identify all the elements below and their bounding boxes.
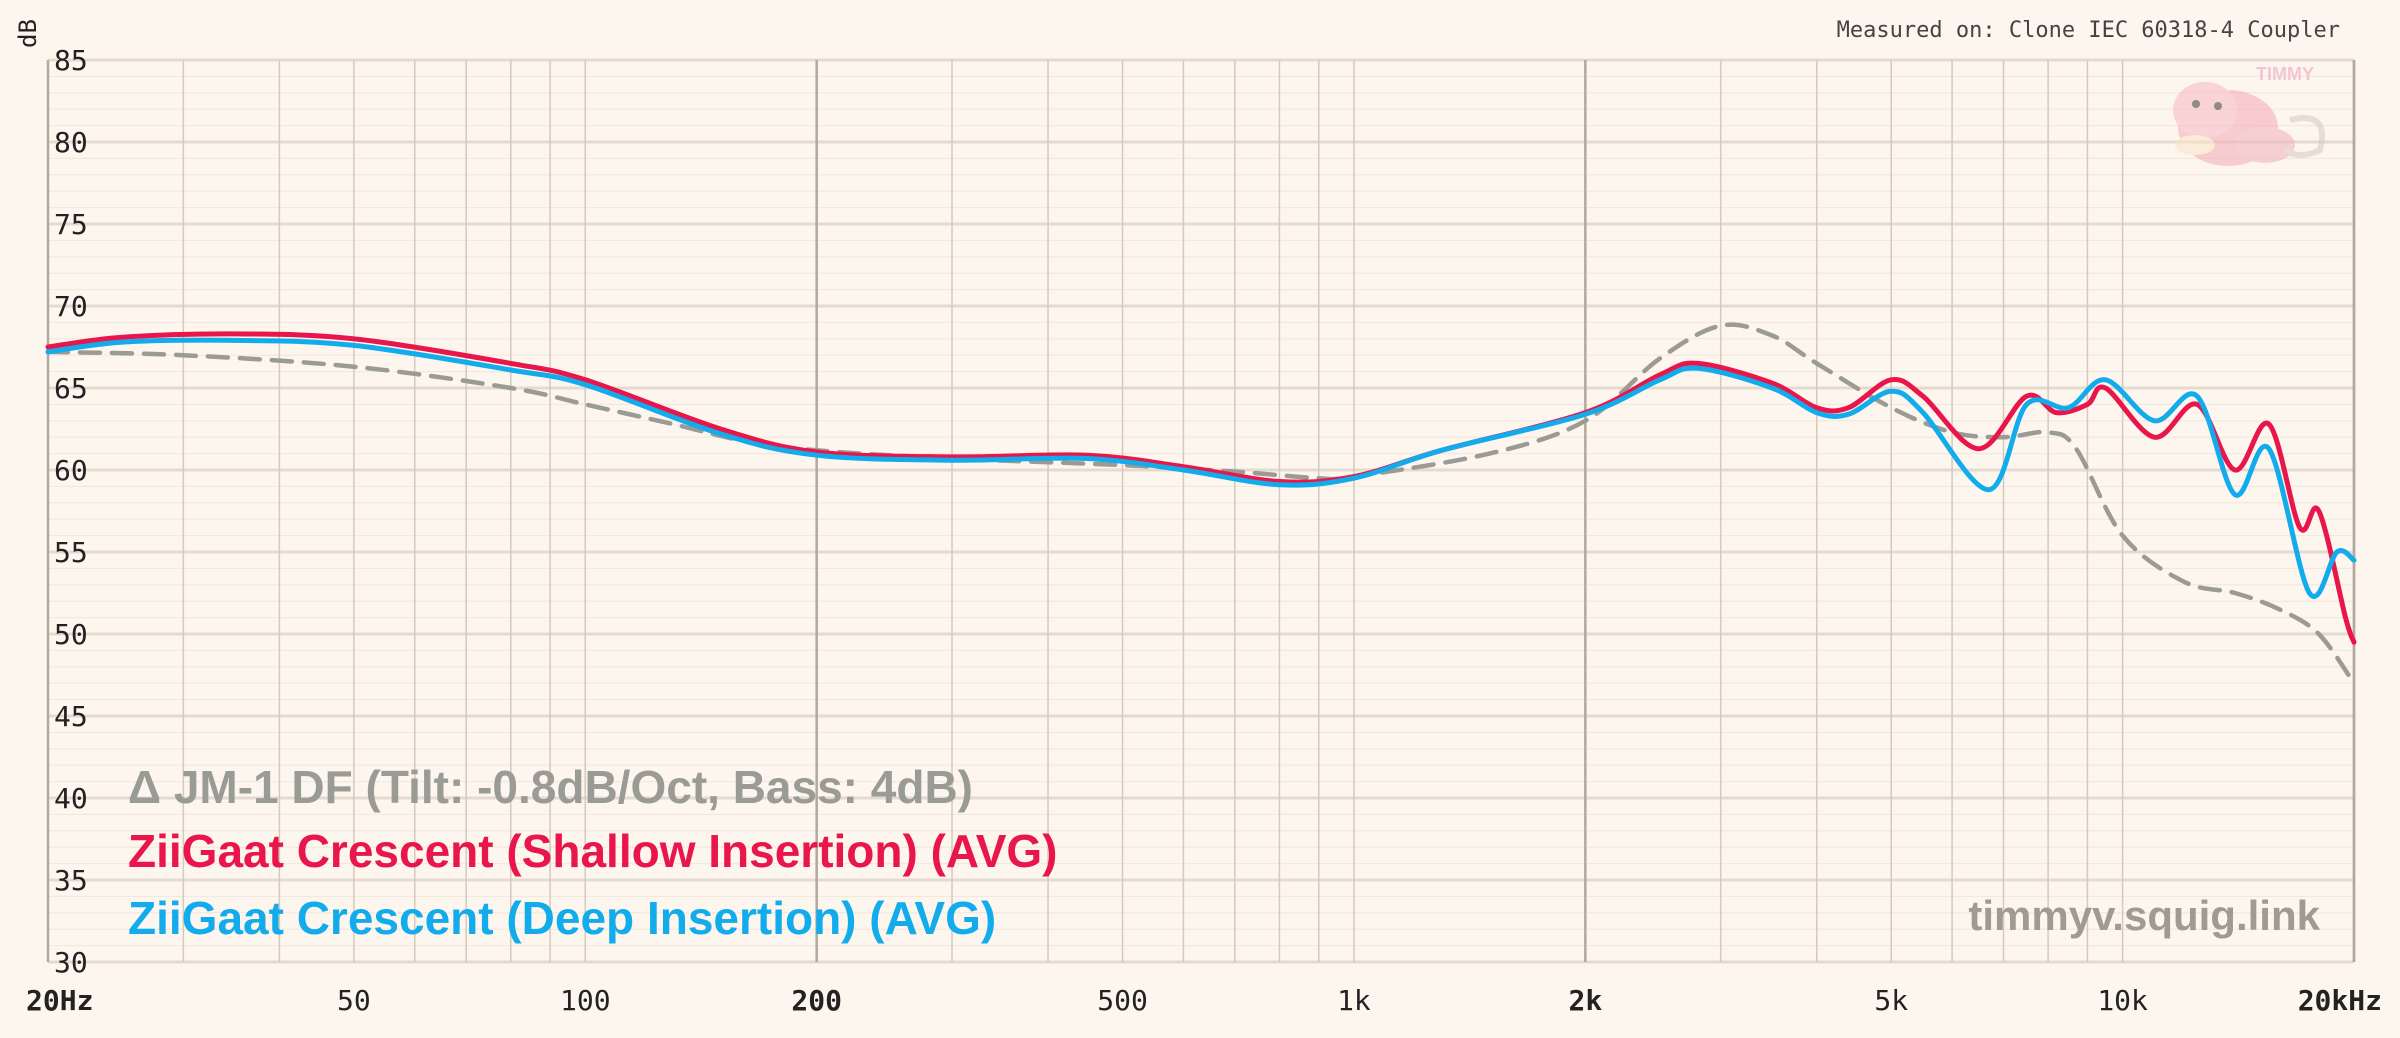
y-tick-label: 80 xyxy=(54,126,88,159)
shallow-insertion-curve xyxy=(45,331,2357,645)
logo-label: TIMMY xyxy=(2256,64,2314,84)
y-tick-label: 55 xyxy=(54,536,88,569)
y-tick-label: 45 xyxy=(54,700,88,733)
axis-ticks: 85 80 75 70 65 60 55 50 45 40 35 30 20Hz 50 100 200 500 1… xyxy=(26,44,2382,1017)
y-tick-label: 65 xyxy=(54,372,88,405)
y-tick-label: 50 xyxy=(54,618,88,651)
watermark: timmyv.squig.link xyxy=(1968,892,2320,939)
deep-insertion-curve xyxy=(45,337,2357,599)
legend-entry-target: Δ JM-1 DF (Tilt: -0.8dB/Oct, Bass: 4dB) xyxy=(128,761,973,813)
x-tick-label: 10k xyxy=(2097,984,2148,1017)
y-tick-label: 85 xyxy=(54,44,88,77)
legend-entry-deep: ZiiGaat Crescent (Deep Insertion) (AVG) xyxy=(128,892,996,944)
x-tick-label: 20Hz xyxy=(26,984,93,1017)
legend-entry-shallow: ZiiGaat Crescent (Shallow Insertion) (AV… xyxy=(128,825,1058,877)
y-tick-label: 70 xyxy=(54,290,88,323)
series-group xyxy=(45,322,2357,686)
measured-on-label: Measured on: Clone IEC 60318-4 Coupler xyxy=(1837,18,2340,43)
y-tick-label: 35 xyxy=(54,864,88,897)
x-tick-label: 50 xyxy=(337,984,371,1017)
x-tick-label: 200 xyxy=(791,984,842,1017)
y-tick-label: 75 xyxy=(54,208,88,241)
y-tick-label: 30 xyxy=(54,946,88,979)
y-tick-label: 40 xyxy=(54,782,88,815)
target-curve xyxy=(45,322,2357,686)
x-tick-label: 100 xyxy=(560,984,611,1017)
x-tick-label: 5k xyxy=(1874,984,1908,1017)
x-tick-label: 2k xyxy=(1568,984,1602,1017)
x-tick-label: 1k xyxy=(1337,984,1371,1017)
x-tick-label: 20kHz xyxy=(2298,984,2382,1017)
y-axis-label: dB xyxy=(14,19,42,48)
x-tick-label: 500 xyxy=(1097,984,1148,1017)
y-tick-label: 60 xyxy=(54,454,88,487)
mascot-logo xyxy=(2173,82,2325,166)
grid xyxy=(46,58,2356,964)
